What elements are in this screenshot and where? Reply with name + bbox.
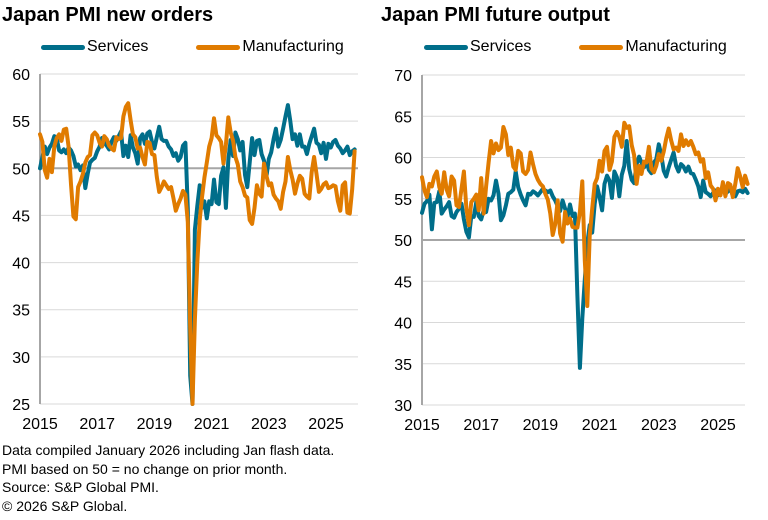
legend-label-services: Services	[87, 38, 149, 55]
y-tick-label: 60	[394, 151, 412, 168]
footnote-line: © 2026 S&P Global.	[2, 497, 128, 514]
x-tick-label: 2025	[308, 416, 344, 433]
x-tick-label: 2019	[137, 416, 173, 433]
legend-item-manufacturing: Manufacturing	[579, 38, 727, 56]
footnote-line: PMI based on 50 = no change on prior mon…	[2, 460, 288, 477]
y-tick-label: 40	[394, 316, 412, 333]
y-tick-label: 65	[394, 109, 412, 126]
y-tick-label: 35	[12, 303, 30, 320]
y-tick-label: 30	[12, 350, 30, 367]
x-tick-label: 2023	[251, 416, 287, 433]
legend-item-services: Services	[424, 38, 531, 56]
chart-title-future-output: Japan PMI future output	[381, 4, 610, 26]
series-line-services	[38, 103, 357, 406]
y-tick-label: 60	[12, 67, 30, 84]
legend-future-output: Services Manufacturing	[424, 38, 768, 56]
footnote-line: Source: S&P Global PMI.	[2, 479, 159, 495]
legend-swatch-manufacturing	[579, 44, 624, 50]
x-tick-label: 2015	[22, 416, 58, 433]
y-tick-label: 55	[394, 192, 412, 209]
y-tick-label: 70	[394, 68, 412, 85]
series-line-manufacturing	[420, 120, 750, 308]
y-tick-label: 45	[394, 274, 412, 291]
legend-new-orders: Services Manufacturing	[41, 38, 392, 56]
x-tick-label: 2017	[463, 417, 499, 434]
legend-label-manufacturing: Manufacturing	[625, 38, 727, 55]
legend-swatch-services	[41, 44, 85, 50]
x-tick-label: 2023	[641, 417, 677, 434]
footnote-line: Data compiled January 2026 including Jan…	[2, 442, 335, 458]
legend-label-services: Services	[470, 38, 532, 55]
x-tick-label: 2017	[79, 416, 115, 433]
legend-label-manufacturing: Manufacturing	[242, 38, 344, 55]
y-tick-label: 25	[12, 397, 30, 414]
legend-item-services: Services	[41, 38, 148, 56]
x-tick-label: 2021	[582, 417, 618, 434]
y-tick-label: 40	[12, 256, 30, 273]
footnotes: Data compiled January 2026 including Jan…	[2, 441, 334, 515]
x-tick-label: 2025	[700, 417, 736, 434]
y-tick-label: 35	[394, 357, 412, 374]
legend-swatch-manufacturing	[196, 44, 241, 50]
x-tick-label: 2019	[523, 417, 559, 434]
y-tick-label: 50	[394, 233, 412, 250]
x-tick-label: 2015	[404, 417, 440, 434]
legend-item-manufacturing: Manufacturing	[196, 38, 344, 56]
y-tick-label: 55	[12, 114, 30, 131]
chart-title-new-orders: Japan PMI new orders	[2, 4, 214, 26]
x-tick-label: 2021	[194, 416, 230, 433]
y-tick-label: 45	[12, 208, 30, 225]
y-tick-label: 50	[12, 161, 30, 178]
legend-swatch-services	[424, 44, 468, 50]
y-tick-label: 30	[394, 398, 412, 415]
series-line-manufacturing	[38, 101, 357, 406]
